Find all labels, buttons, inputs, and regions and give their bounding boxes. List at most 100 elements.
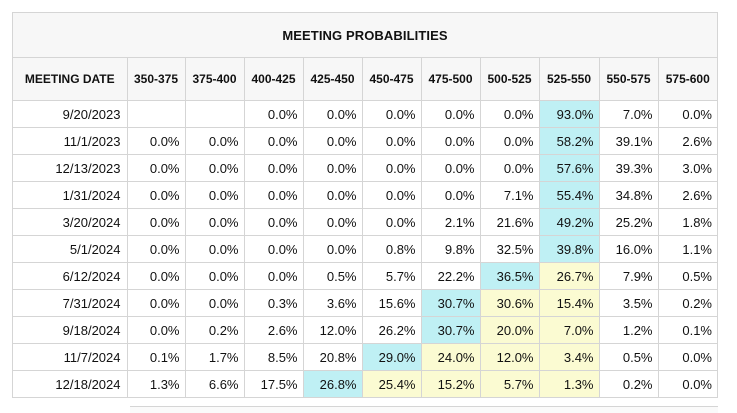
meeting-date-cell: 3/20/2024 xyxy=(13,208,128,236)
probability-cell: 29.0% xyxy=(362,343,422,371)
probability-cell: 55.4% xyxy=(539,181,600,209)
probability-cell: 0.0% xyxy=(244,127,304,155)
probability-cell: 0.0% xyxy=(421,181,481,209)
probability-cell: 0.0% xyxy=(303,154,363,182)
probability-cell: 0.0% xyxy=(244,181,304,209)
probability-cell: 0.0% xyxy=(127,235,186,263)
probability-cell: 0.0% xyxy=(127,181,186,209)
probability-cell: 0.2% xyxy=(185,316,245,344)
probability-cell: 8.5% xyxy=(244,343,304,371)
probability-cell: 7.0% xyxy=(539,316,600,344)
probability-cell: 0.0% xyxy=(303,235,363,263)
probability-cell: 0.0% xyxy=(244,235,304,263)
probability-cell: 3.4% xyxy=(539,343,600,371)
probability-cell: 3.5% xyxy=(599,289,659,317)
probability-cell: 1.3% xyxy=(127,370,186,397)
probability-cell: 39.8% xyxy=(539,235,600,263)
probability-cell: 0.2% xyxy=(599,370,659,397)
column-header-400-425: 400-425 xyxy=(244,58,304,101)
probability-cell: 0.3% xyxy=(244,289,304,317)
probability-cell: 12.0% xyxy=(303,316,363,344)
probability-cell: 1.3% xyxy=(539,370,600,397)
table-row: 5/1/2024 0.0% 0.0% 0.0% 0.0% 0.8% 9.8% 32.5% 39.… xyxy=(13,235,717,263)
probability-cell: 3.0% xyxy=(658,154,717,182)
probability-cell: 5.7% xyxy=(480,370,540,397)
probability-cell: 24.0% xyxy=(421,343,481,371)
meeting-date-cell: 12/13/2023 xyxy=(13,154,128,182)
column-header-375-400: 375-400 xyxy=(185,58,245,101)
probability-cell: 0.0% xyxy=(480,154,540,182)
probability-cell: 20.0% xyxy=(480,316,540,344)
probability-cell: 17.5% xyxy=(244,370,304,397)
meeting-date-cell: 9/18/2024 xyxy=(13,316,128,344)
probability-cell: 7.9% xyxy=(599,262,659,290)
probability-cell: 0.1% xyxy=(658,316,717,344)
probability-cell: 0.0% xyxy=(185,127,245,155)
probability-cell: 7.1% xyxy=(480,181,540,209)
probability-cell: 0.0% xyxy=(480,100,540,128)
probability-cell: 0.0% xyxy=(421,127,481,155)
probability-cell: 39.3% xyxy=(599,154,659,182)
probability-cell: 0.0% xyxy=(362,100,422,128)
column-header-350-375: 350-375 xyxy=(127,58,186,101)
probability-cell: 0.0% xyxy=(303,181,363,209)
probability-cell: 1.2% xyxy=(599,316,659,344)
probability-cell: 0.5% xyxy=(303,262,363,290)
probability-cell: 34.8% xyxy=(599,181,659,209)
probability-cell: 22.2% xyxy=(421,262,481,290)
column-header-525-550: 525-550 xyxy=(539,58,600,101)
meeting-date-cell: 7/31/2024 xyxy=(13,289,128,317)
probability-cell: 0.0% xyxy=(185,235,245,263)
probability-cell xyxy=(185,100,245,128)
probability-cell: 9.8% xyxy=(421,235,481,263)
probability-cell: 0.0% xyxy=(185,262,245,290)
probability-cell: 49.2% xyxy=(539,208,600,236)
table-row: 9/18/2024 0.0% 0.2% 2.6% 12.0% 26.2% 30.7% 20.0… xyxy=(13,316,717,344)
meeting-probabilities-panel: MEETING PROBABILITIES MEETING DATE 350-37… xyxy=(12,12,718,398)
meeting-date-cell: 11/7/2024 xyxy=(13,343,128,371)
probability-cell: 0.0% xyxy=(658,100,717,128)
probability-cell: 0.0% xyxy=(303,208,363,236)
probability-cell: 0.0% xyxy=(244,262,304,290)
probabilities-table: MEETING DATE 350-375 375-400 400-425 425-450… xyxy=(13,58,717,397)
probability-cell: 0.2% xyxy=(658,289,717,317)
probability-cell: 0.0% xyxy=(682,376,712,392)
probability-cell: 0.0% xyxy=(658,343,717,371)
table-row: 11/1/2023 0.0% 0.0% 0.0% 0.0% 0.0% 0.0% 0.0% 58.… xyxy=(13,127,717,155)
meeting-date-cell: 1/31/2024 xyxy=(13,181,128,209)
table-row: 9/20/2023 0.0% 0.0% 0.0% 0.0% 0.0% 93.0% 7.0% 0.… xyxy=(13,100,717,128)
bottom-panel-edge xyxy=(130,406,718,413)
probability-cell: 15.4% xyxy=(539,289,600,317)
probability-cell: 0.0% xyxy=(480,127,540,155)
probability-cell: 0.0% xyxy=(244,100,304,128)
probability-cell: 0.0% xyxy=(303,100,363,128)
probability-cell: 0.0% xyxy=(185,208,245,236)
probability-cell: 2.1% xyxy=(421,208,481,236)
probability-cell: 30.6% xyxy=(480,289,540,317)
table-header-row: MEETING DATE 350-375 375-400 400-425 425-450… xyxy=(13,58,717,101)
table-row: 11/7/2024 0.1% 1.7% 8.5% 20.8% 29.0% 24.0% 12.0… xyxy=(13,343,717,371)
probability-cell: 36.5% xyxy=(480,262,540,290)
probability-cell: 0.0% xyxy=(127,316,186,344)
table-row: 3/20/2024 0.0% 0.0% 0.0% 0.0% 0.0% 2.1% 21.6% 49… xyxy=(13,208,717,236)
probability-cell: 93.0% xyxy=(539,100,600,128)
probability-cell: 0.0% xyxy=(127,127,186,155)
probability-cell: 39.1% xyxy=(599,127,659,155)
probability-cell: 2.6% xyxy=(658,181,717,209)
meeting-date-cell: 11/1/2023 xyxy=(13,127,128,155)
probability-cell: 0.5% xyxy=(658,262,717,290)
probability-cell: 0.0% xyxy=(421,154,481,182)
column-header-575-600: 575-600 xyxy=(658,58,717,101)
probability-cell: 16.0% xyxy=(599,235,659,263)
probability-cell: 30.7% xyxy=(421,289,481,317)
table-row: 6/12/2024 0.0% 0.0% 0.0% 0.5% 5.7% 22.2% 36.5% 2… xyxy=(13,262,717,290)
probability-cell: 0.0% xyxy=(185,289,245,317)
probability-cell: 0.0% xyxy=(362,181,422,209)
probability-cell: 5.7% xyxy=(362,262,422,290)
column-header-450-475: 450-475 xyxy=(362,58,422,101)
table-body: 9/20/2023 0.0% 0.0% 0.0% 0.0% 0.0% 93.0% 7.0% 0.… xyxy=(13,100,717,397)
probability-cell: 12.0% xyxy=(480,343,540,371)
probability-cell: 26.7% xyxy=(539,262,600,290)
probability-cell: 0.0% xyxy=(127,208,186,236)
probability-cell: 2.6% xyxy=(658,127,717,155)
